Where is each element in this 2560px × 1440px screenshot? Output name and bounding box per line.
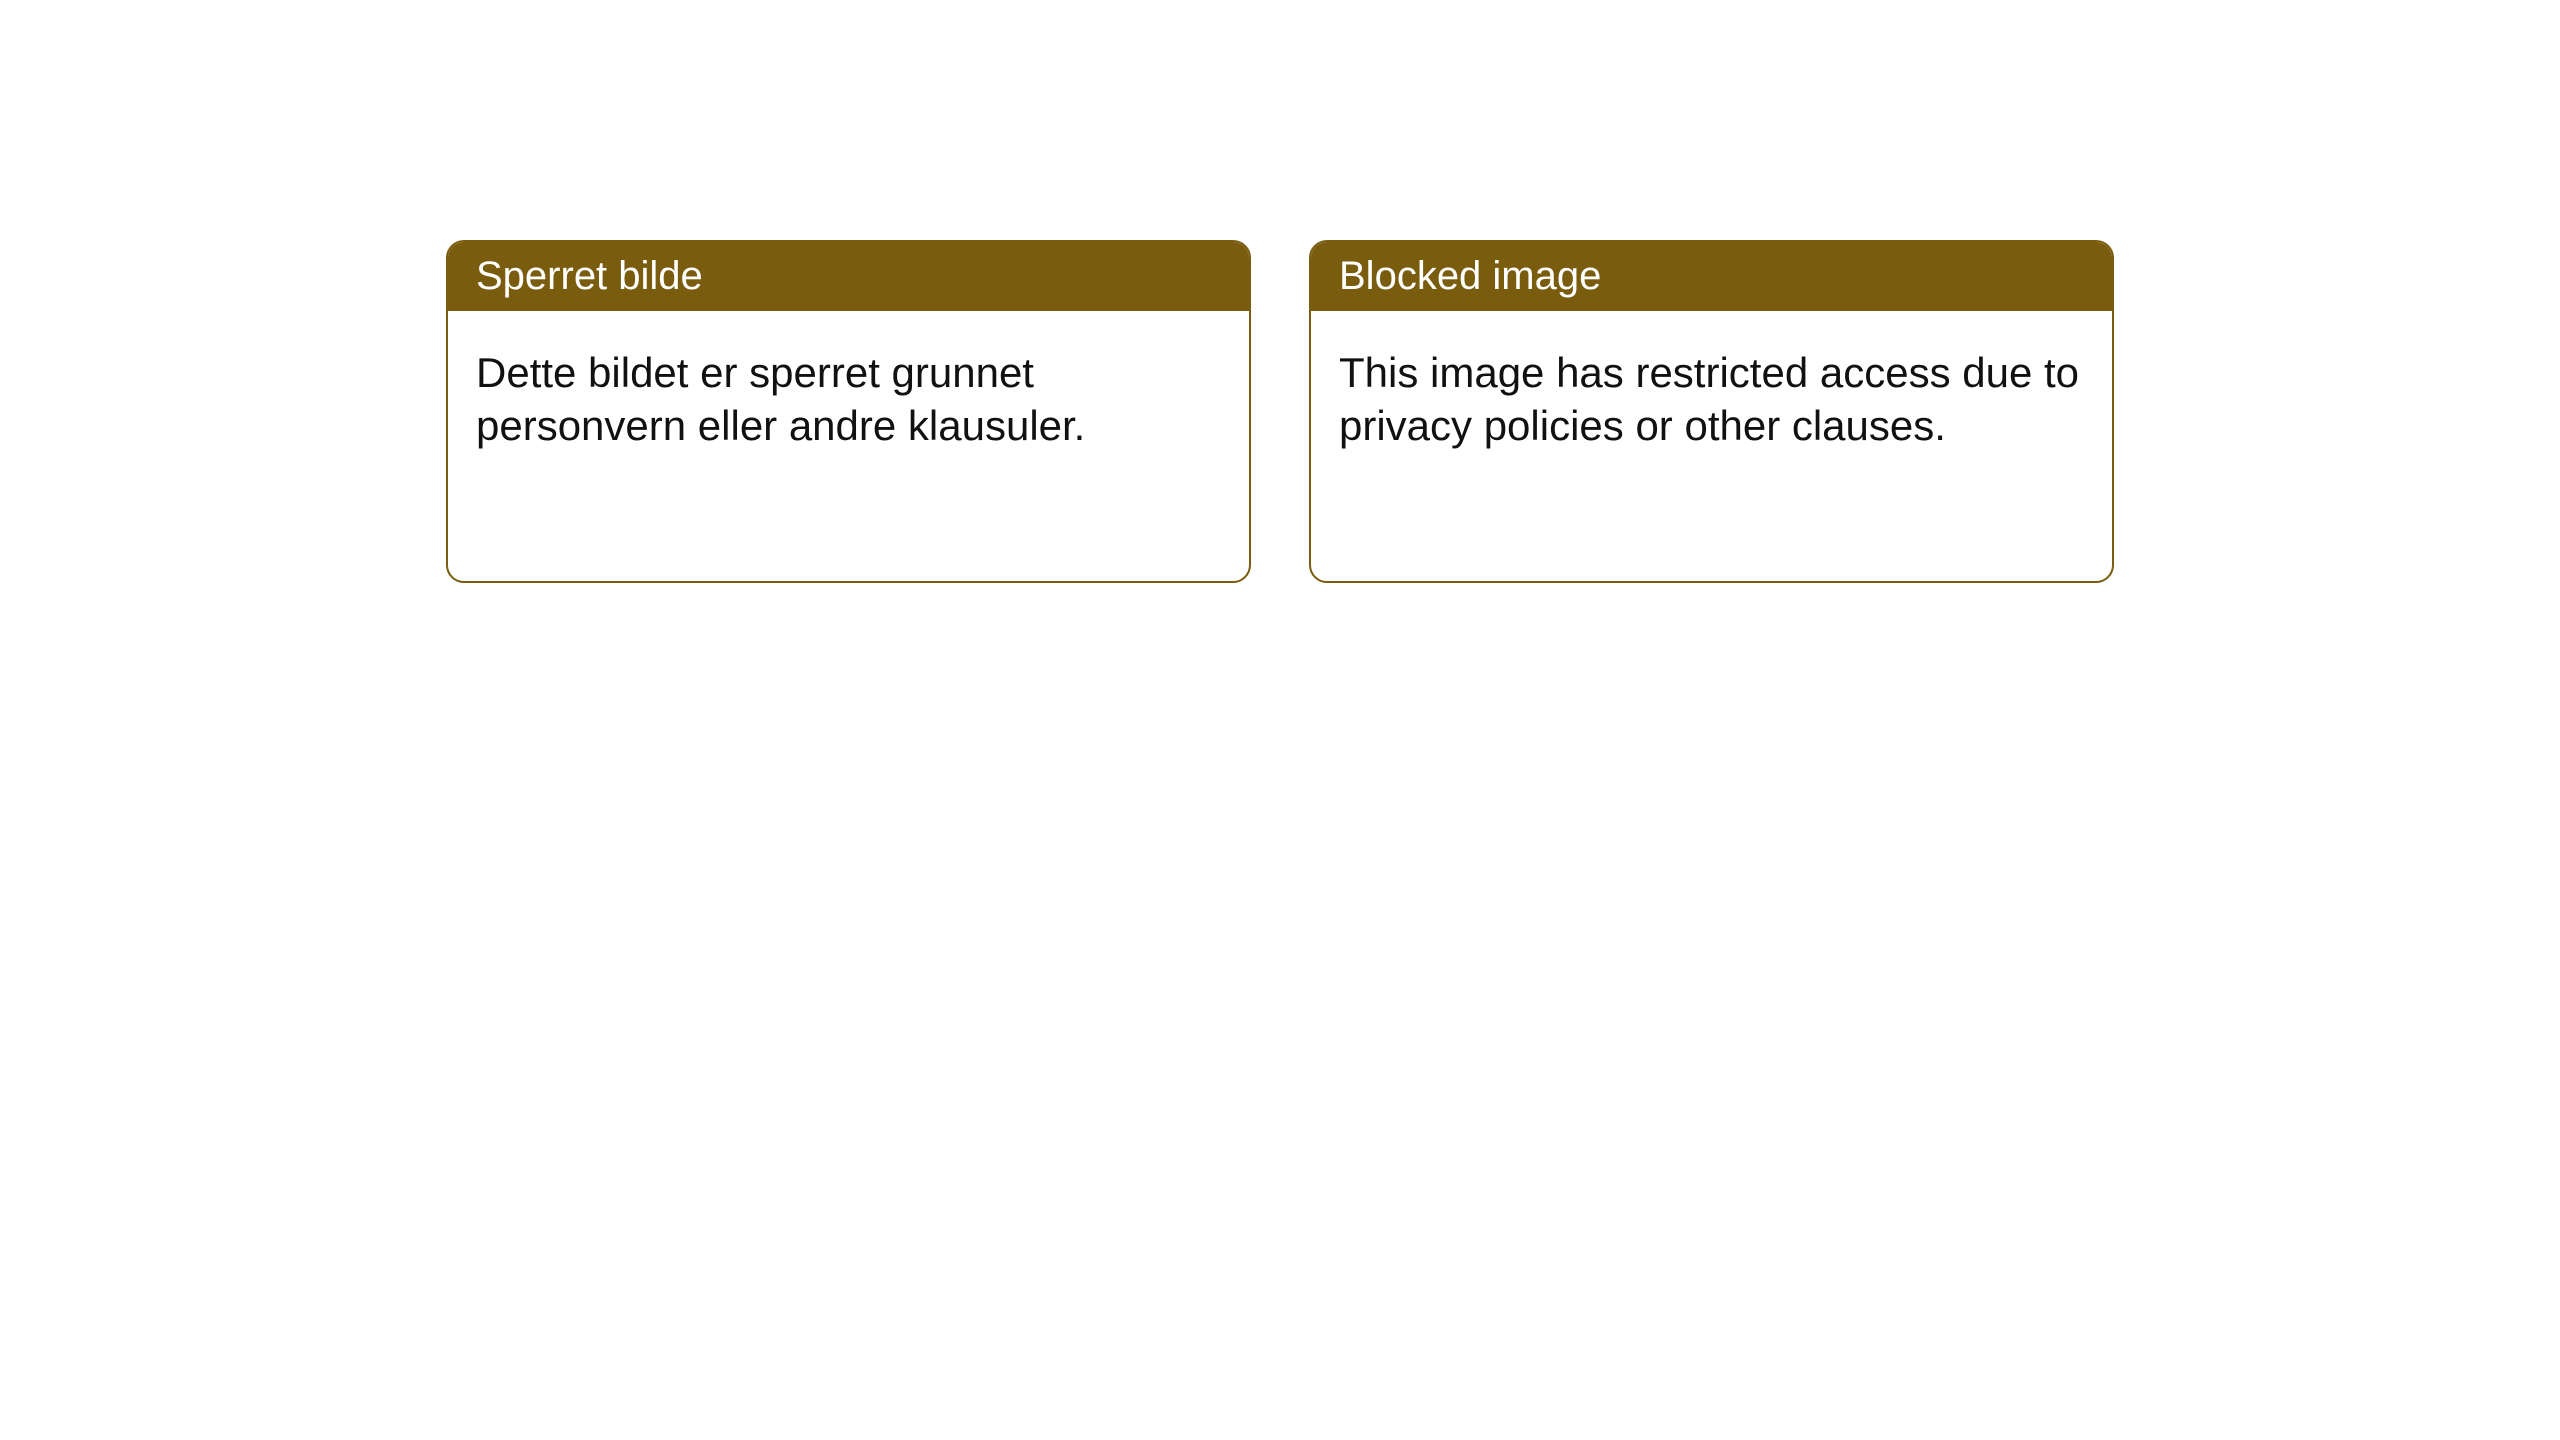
notice-card-norwegian: Sperret bilde Dette bildet er sperret gr… <box>446 240 1251 583</box>
notice-card-english: Blocked image This image has restricted … <box>1309 240 2114 583</box>
notice-header-english: Blocked image <box>1311 242 2112 311</box>
notice-cards-container: Sperret bilde Dette bildet er sperret gr… <box>446 240 2560 583</box>
notice-header-norwegian: Sperret bilde <box>448 242 1249 311</box>
notice-body-english: This image has restricted access due to … <box>1311 311 2112 581</box>
notice-body-norwegian: Dette bildet er sperret grunnet personve… <box>448 311 1249 581</box>
